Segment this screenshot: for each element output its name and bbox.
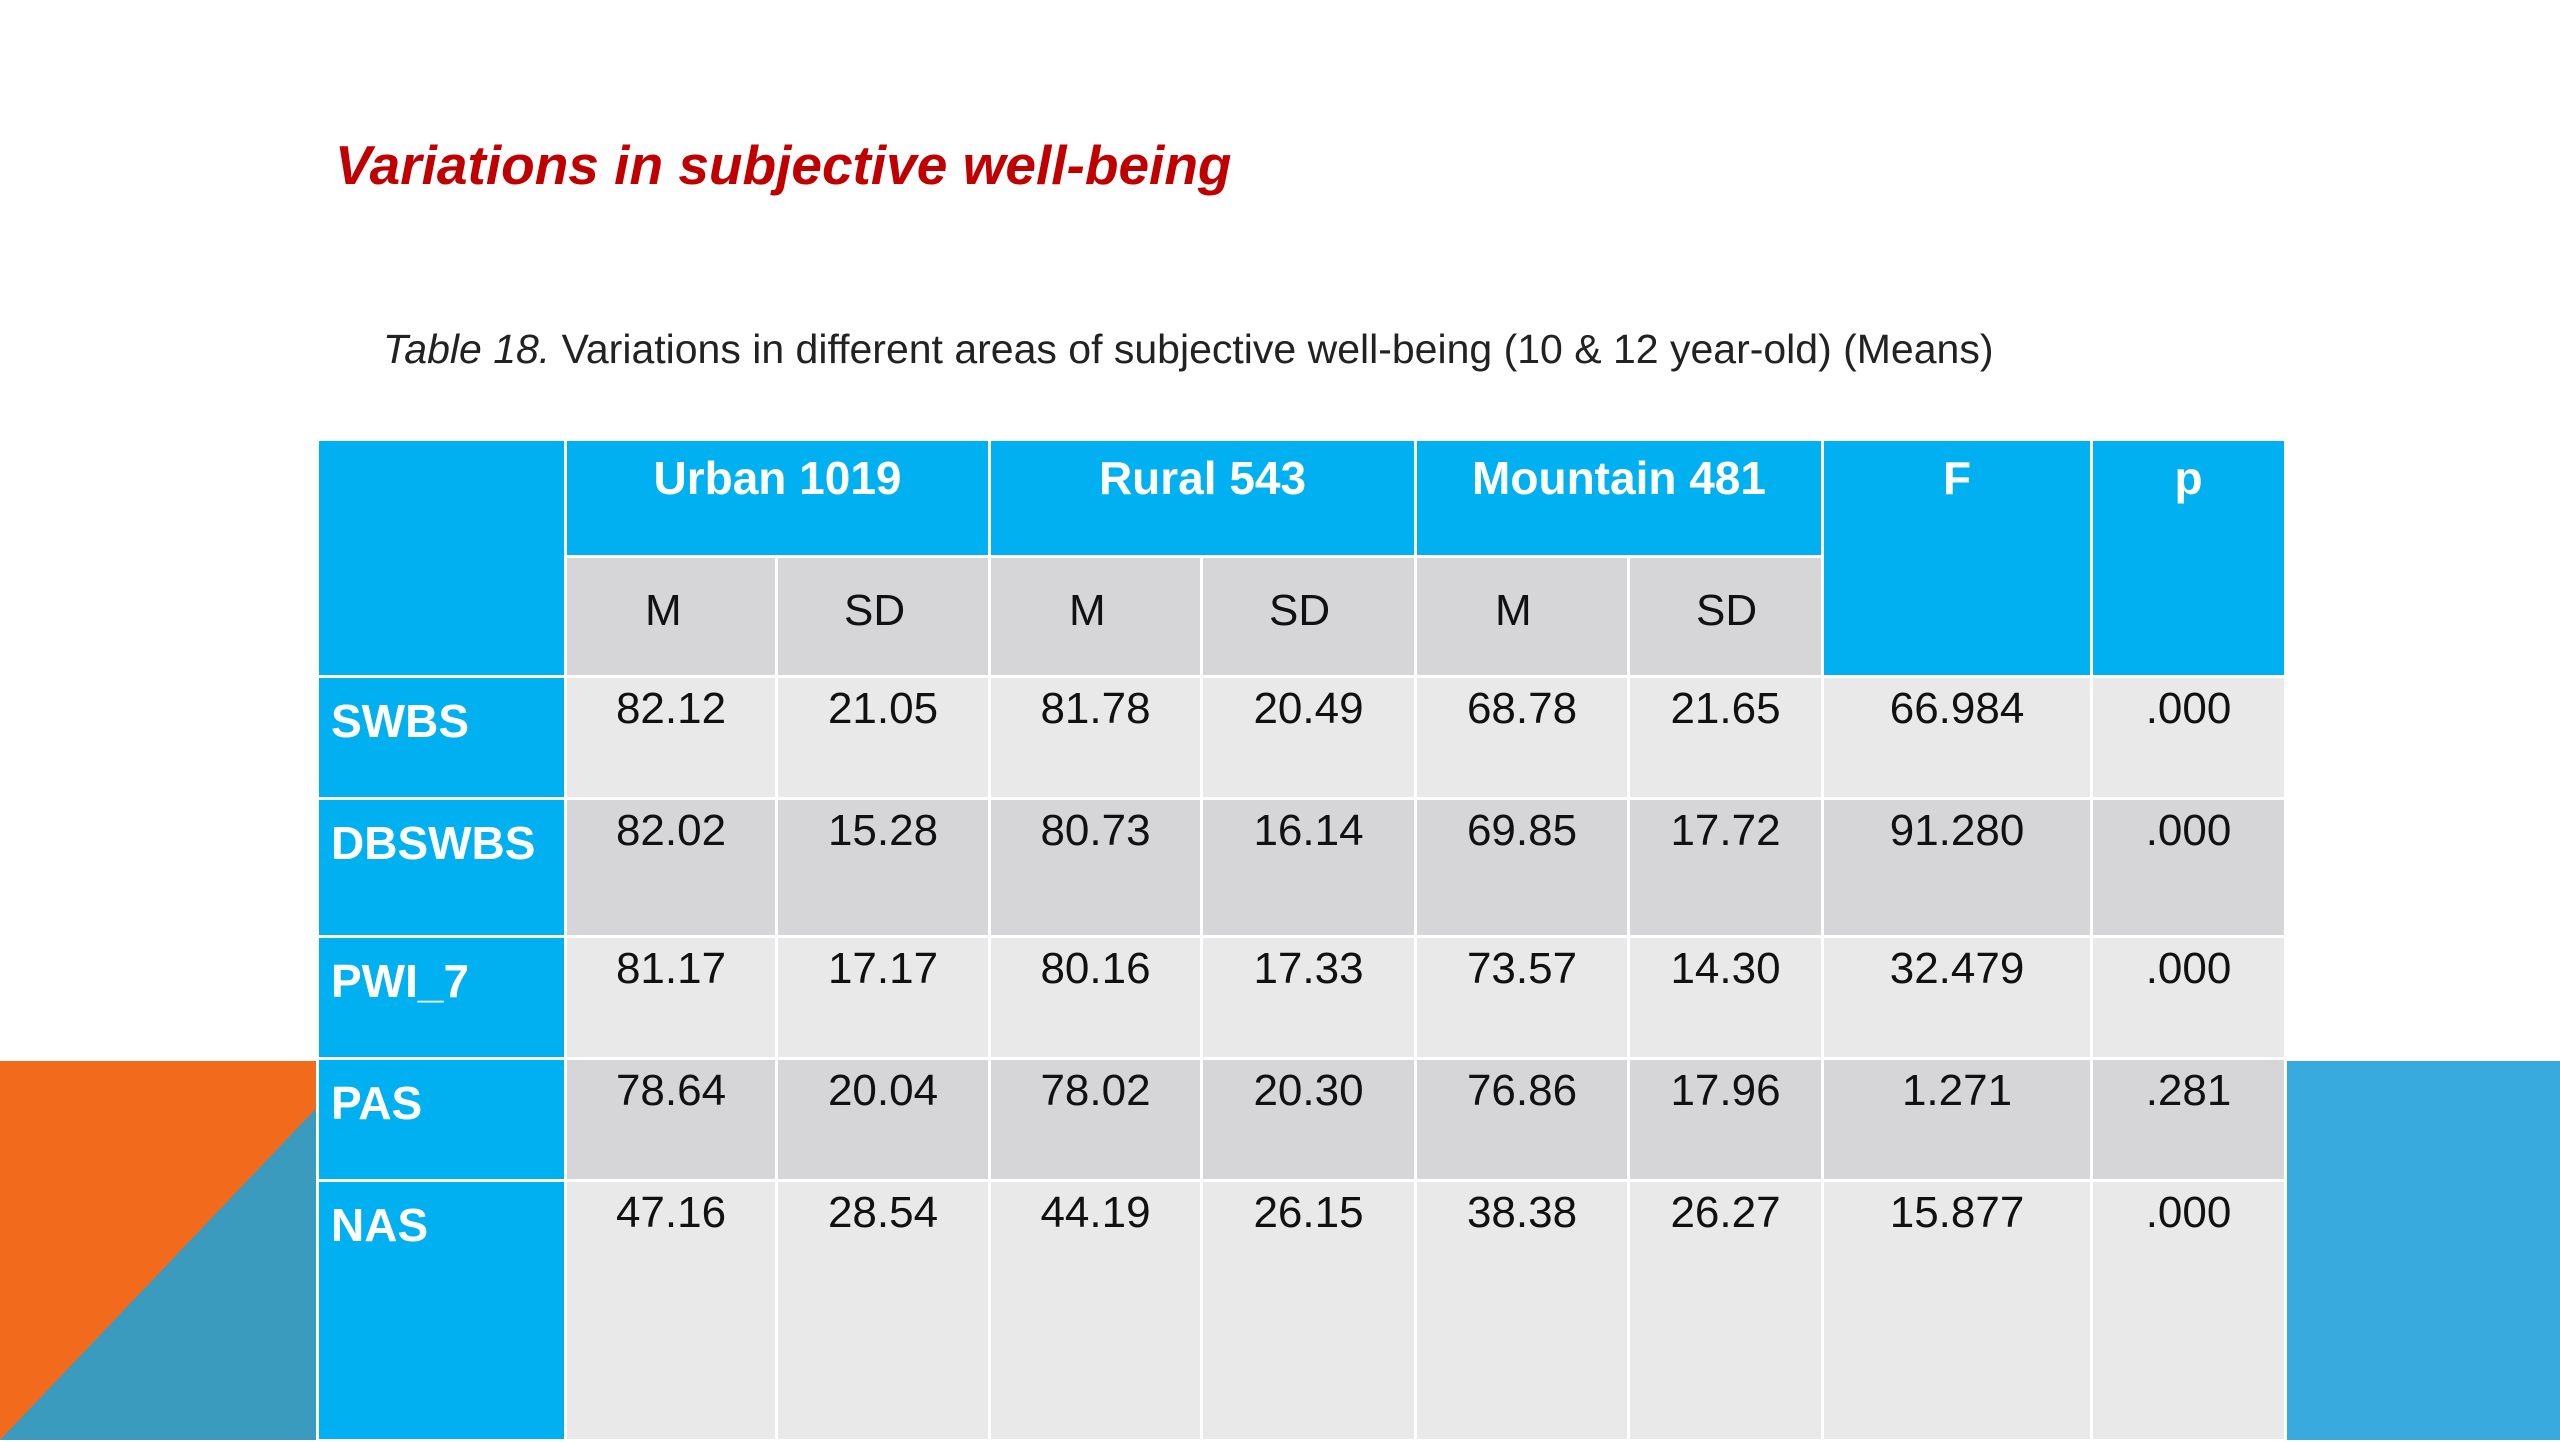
- table-cell: 17.17: [774, 935, 992, 1060]
- row-label-dbswbs: DBSWBS: [316, 797, 567, 938]
- corner-header-cell: [316, 438, 567, 678]
- table-cell: 15.877: [1821, 1179, 2094, 1442]
- blue-corner-shape: [2286, 1061, 2560, 1440]
- table-row: NAS 47.16 28.54 44.19 26.15 38.38 26.27 …: [316, 1179, 2288, 1442]
- table-cell: 73.57: [1414, 935, 1631, 1060]
- table-cell: 80.73: [988, 797, 1204, 938]
- table-cell: 20.49: [1200, 675, 1418, 800]
- table-row: SWBS 82.12 21.05 81.78 20.49 68.78 21.65…: [316, 675, 2288, 800]
- table-row: PAS 78.64 20.04 78.02 20.30 76.86 17.96 …: [316, 1057, 2288, 1182]
- header-p: p: [2090, 438, 2288, 678]
- subheader-urban-sd: SD: [774, 555, 992, 678]
- table-caption-text: Variations in different areas of subject…: [550, 326, 1994, 372]
- table-cell: 38.38: [1414, 1179, 1631, 1442]
- row-label-pas: PAS: [316, 1057, 567, 1182]
- table-cell: .000: [2090, 1179, 2288, 1442]
- subheader-mountain-m: M: [1414, 555, 1631, 678]
- table-cell: 66.984: [1821, 675, 2094, 800]
- table-row: PWI_7 81.17 17.17 80.16 17.33 73.57 14.3…: [316, 935, 2288, 1060]
- table-cell: 21.05: [774, 675, 992, 800]
- table-cell: 17.33: [1200, 935, 1418, 1060]
- table-cell: 14.30: [1627, 935, 1825, 1060]
- table-caption: Table 18. Variations in different areas …: [383, 326, 1994, 373]
- table-cell: 1.271: [1821, 1057, 2094, 1182]
- table-cell: 28.54: [774, 1179, 992, 1442]
- table-cell: 26.15: [1200, 1179, 1418, 1442]
- table-cell: 69.85: [1414, 797, 1631, 938]
- table-cell: 20.04: [774, 1057, 992, 1182]
- table-cell: 78.64: [564, 1057, 778, 1182]
- group-header-row: Urban 1019 Rural 543 Mountain 481 F p: [316, 438, 2288, 678]
- table-cell: 82.02: [564, 797, 778, 938]
- table-cell: 81.17: [564, 935, 778, 1060]
- table-cell: 44.19: [988, 1179, 1204, 1442]
- table-cell: 78.02: [988, 1057, 1204, 1182]
- header-mountain: Mountain 481: [1414, 438, 1825, 558]
- row-label-pwi7: PWI_7: [316, 935, 567, 1060]
- table-cell: 76.86: [1414, 1057, 1631, 1182]
- wellbeing-table: Urban 1019 Rural 543 Mountain 481 F p M …: [316, 438, 2288, 1442]
- subheader-row: M SD M SD M SD: [318, 555, 2286, 678]
- table-cell: 17.96: [1627, 1057, 1825, 1182]
- slide-title: Variations in subjective well-being: [335, 134, 1232, 196]
- table-cell: 16.14: [1200, 797, 1418, 938]
- subheader-urban-m: M: [564, 555, 778, 678]
- table-cell: 80.16: [988, 935, 1204, 1060]
- subheader-rural-sd: SD: [1200, 555, 1418, 678]
- table-row: DBSWBS 82.02 15.28 80.73 16.14 69.85 17.…: [316, 797, 2288, 938]
- header-f: F: [1821, 438, 2094, 678]
- table-cell: 17.72: [1627, 797, 1825, 938]
- table-cell: 20.30: [1200, 1057, 1418, 1182]
- table-cell: .000: [2090, 675, 2288, 800]
- header-rural: Rural 543: [988, 438, 1418, 558]
- row-label-nas: NAS: [316, 1179, 567, 1442]
- table-cell: 81.78: [988, 675, 1204, 800]
- table-cell: 47.16: [564, 1179, 778, 1442]
- subheader-rural-m: M: [988, 555, 1204, 678]
- table-cell: 15.28: [774, 797, 992, 938]
- table-cell: 91.280: [1821, 797, 2094, 938]
- table-caption-label: Table 18.: [383, 326, 551, 372]
- table-cell: .281: [2090, 1057, 2288, 1182]
- header-urban: Urban 1019: [563, 438, 992, 558]
- table-cell: 68.78: [1414, 675, 1631, 800]
- table-cell: 21.65: [1627, 675, 1825, 800]
- subheader-mountain-sd: SD: [1627, 555, 1825, 678]
- table-cell: .000: [2090, 797, 2288, 938]
- row-label-swbs: SWBS: [316, 675, 567, 800]
- table-cell: 82.12: [564, 675, 778, 800]
- table-cell: .000: [2090, 935, 2288, 1060]
- table-cell: 26.27: [1627, 1179, 1825, 1442]
- table-cell: 32.479: [1821, 935, 2094, 1060]
